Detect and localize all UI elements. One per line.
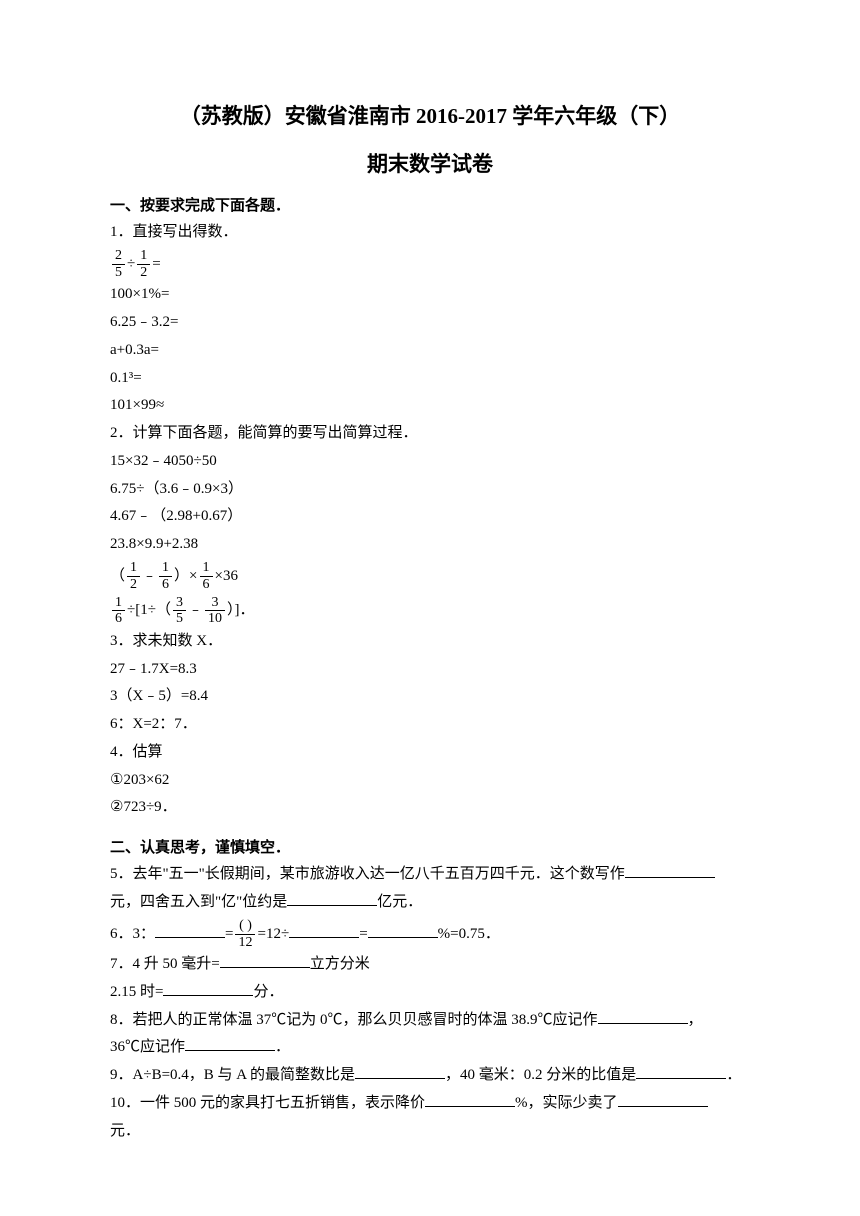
q2-item-6: 16÷[1÷（35﹣310）]．	[110, 593, 750, 628]
q7: 7．4 升 50 毫升=立方分米	[110, 951, 750, 979]
q8: 8．若把人的正常体温 37℃记为 0℃，那么贝贝感冒时的体温 38.9℃应记作，	[110, 1007, 750, 1035]
q1-label: 1．直接写出得数．	[110, 219, 750, 247]
q3-label: 3．求未知数 X．	[110, 628, 750, 656]
blank	[155, 923, 225, 938]
q4-item-1: ①203×62	[110, 767, 750, 795]
q4-item-2: ②723÷9．	[110, 794, 750, 822]
blank	[598, 1009, 688, 1024]
fraction-1-6: 16	[159, 560, 172, 592]
q4-label: 4．估算	[110, 739, 750, 767]
fraction-blank-12: ( )12	[235, 918, 255, 950]
blank	[355, 1064, 445, 1079]
q1-item-5: 0.1³=	[110, 365, 750, 393]
q10: 10．一件 500 元的家具打七五折销售，表示降价%，实际少卖了	[110, 1090, 750, 1118]
q5b: 元，四舍五入到"亿"位约是亿元．	[110, 889, 750, 917]
q8b: 36℃应记作．	[110, 1034, 750, 1062]
q9: 9．A÷B=0.4，B 与 A 的最简整数比是，40 毫米：0.2 分米的比值是…	[110, 1062, 750, 1090]
title-line-2: 期末数学试卷	[110, 148, 750, 178]
q1-item-6: 101×99≈	[110, 392, 750, 420]
q6: 6．3：=( )12=12÷=%=0.75．	[110, 917, 750, 952]
blank	[625, 863, 715, 878]
fraction-1-2b: 12	[127, 560, 140, 592]
blank	[163, 981, 253, 996]
q2-item-5: （12﹣16）×16×36	[110, 559, 750, 594]
blank	[185, 1036, 275, 1051]
section-2-header: 二、认真思考，谨慎填空．	[110, 836, 750, 857]
q2-item-2: 6.75÷（3.6﹣0.9×3）	[110, 476, 750, 504]
q1-item-3: 6.25﹣3.2=	[110, 309, 750, 337]
fraction-1-6c: 16	[112, 595, 125, 627]
title-line-1: （苏教版）安徽省淮南市 2016-2017 学年六年级（下）	[110, 100, 750, 130]
q5: 5．去年"五一"长假期间，某市旅游收入达一亿八千五百万四千元．这个数写作	[110, 861, 750, 889]
fraction-2-5: 25	[112, 248, 125, 280]
q1-item-1: 25÷12=	[110, 247, 750, 282]
fraction-3-5: 35	[173, 595, 186, 627]
q3-item-3: 6：X=2：7．	[110, 711, 750, 739]
q1-item-4: a+0.3a=	[110, 337, 750, 365]
blank	[289, 923, 359, 938]
q3-item-1: 27﹣1.7X=8.3	[110, 656, 750, 684]
fraction-3-10: 310	[205, 595, 225, 627]
q1-item-2: 100×1%=	[110, 281, 750, 309]
blank	[287, 891, 377, 906]
q3-item-2: 3（X﹣5）=8.4	[110, 683, 750, 711]
blank	[425, 1092, 515, 1107]
blank	[618, 1092, 708, 1107]
blank	[220, 953, 310, 968]
blank	[636, 1064, 726, 1079]
fraction-1-6b: 16	[200, 560, 213, 592]
q10b: 元．	[110, 1118, 750, 1146]
section-1-header: 一、按要求完成下面各题．	[110, 194, 750, 215]
q2-item-3: 4.67﹣（2.98+0.67）	[110, 503, 750, 531]
q7b: 2.15 时=分．	[110, 979, 750, 1007]
q2-label: 2．计算下面各题，能简算的要写出简算过程．	[110, 420, 750, 448]
q2-item-4: 23.8×9.9+2.38	[110, 531, 750, 559]
q2-item-1: 15×32﹣4050÷50	[110, 448, 750, 476]
blank	[368, 923, 438, 938]
fraction-1-2: 12	[137, 248, 150, 280]
